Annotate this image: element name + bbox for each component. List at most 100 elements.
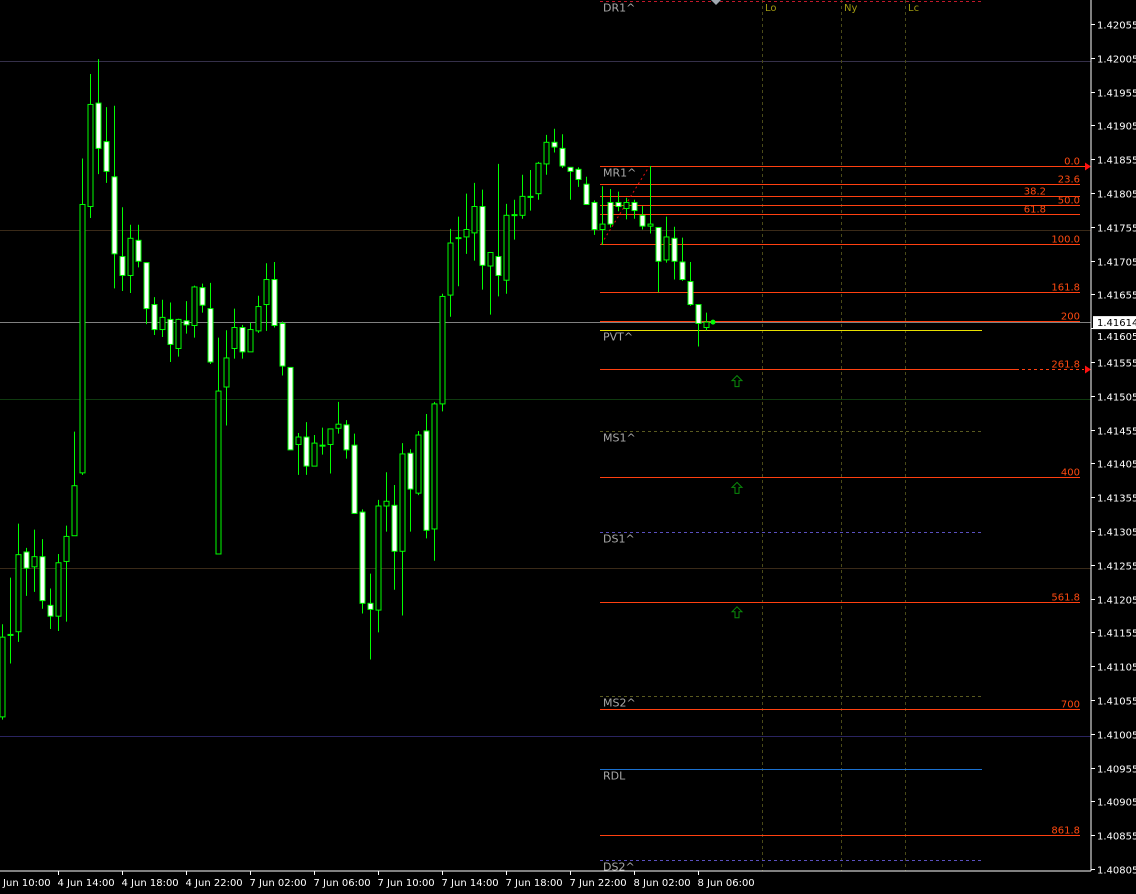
y-tick-label: 1.41255 — [1097, 562, 1136, 573]
candle-body-bull — [431, 403, 438, 530]
candle — [215, 337, 222, 555]
y-tick-label: 1.41755 — [1097, 224, 1136, 235]
up-arrow-icon — [730, 606, 744, 619]
candle-body-bear — [615, 201, 622, 208]
candle — [495, 163, 502, 297]
candle-body-bull — [535, 162, 542, 195]
candle-body-bear — [111, 176, 118, 255]
session-markers: Lo Ny Lc — [762, 0, 919, 871]
chart-shift-marker-icon[interactable] — [711, 0, 721, 5]
candle — [135, 224, 142, 268]
candle — [295, 432, 302, 475]
candle-body-bear — [239, 327, 246, 353]
candle-body-bear — [207, 308, 214, 363]
pivot-label: DS1^ — [603, 533, 635, 546]
candle-body-bear — [527, 195, 534, 198]
candle-body-bull — [447, 242, 454, 296]
candle-body-bear — [479, 206, 486, 266]
candle-body-bear — [39, 556, 46, 602]
fib-label: 400 — [1061, 468, 1080, 479]
session-label-ny: Ny — [844, 3, 857, 14]
candle-body-bull — [463, 229, 470, 238]
candle-body-bear — [167, 318, 174, 345]
candle-body-bear — [567, 166, 574, 172]
signal-arrows — [730, 374, 744, 619]
candle — [559, 134, 566, 168]
candle — [519, 174, 526, 219]
up-arrow-icon — [730, 481, 744, 494]
y-tick-label: 1.41405 — [1097, 460, 1136, 471]
candle-body-bear — [607, 201, 614, 225]
candle — [231, 308, 238, 359]
fib-label: 861.8 — [1051, 826, 1080, 837]
candle — [159, 299, 166, 337]
candle — [207, 282, 214, 365]
y-tick-label: 1.41655 — [1097, 291, 1136, 302]
candle — [39, 539, 46, 609]
candle — [695, 304, 702, 347]
candle — [199, 283, 206, 313]
y-tick-label: 1.41005 — [1097, 731, 1136, 742]
fibonacci-levels[interactable]: 0.0 23.6 38.2 50.0 61.8 100.0 161.8 200 261.8 400… — [600, 157, 1091, 837]
candle-body-bull — [223, 357, 230, 388]
candle-body-bull — [55, 562, 62, 617]
candle-body-bull — [31, 556, 38, 568]
candle — [191, 285, 198, 338]
fib-label: 38.2 — [1024, 187, 1046, 198]
fib-label: 0.0 — [1064, 157, 1080, 168]
candle-body-bull — [375, 505, 382, 611]
candle — [679, 237, 686, 281]
candle-body-bear — [351, 444, 358, 514]
pivot-label: PVT^ — [603, 331, 633, 344]
candle-body-bull — [175, 318, 182, 349]
candle-body-bull — [503, 214, 510, 281]
x-tick-label: 7 Jun 14:00 — [442, 878, 499, 889]
y-tick-label: 1.40855 — [1097, 832, 1136, 843]
current-price-box — [1093, 316, 1136, 330]
up-arrow-icon — [730, 374, 744, 388]
candle-body-bear — [279, 322, 286, 367]
candle-body-bear — [423, 430, 430, 531]
candle — [319, 427, 326, 455]
candle — [223, 330, 230, 426]
candle — [79, 158, 86, 475]
candle-body-bull — [247, 329, 254, 353]
session-label-lc: Lc — [908, 3, 919, 14]
x-tick-label: 7 Jun 18:00 — [506, 878, 563, 889]
candle-body-bull — [487, 251, 494, 267]
candle-body-bull — [215, 390, 222, 555]
candle — [271, 261, 278, 328]
candle-body-bear — [135, 239, 142, 262]
axes — [0, 0, 1092, 872]
x-tick-label: 7 Jun 06:00 — [314, 878, 371, 889]
candle — [423, 414, 430, 539]
candle — [239, 324, 246, 359]
candle-body-bear — [575, 168, 582, 180]
x-tick-label: 7 Jun 22:00 — [570, 878, 627, 889]
candle-body-bull — [87, 103, 94, 208]
candle — [383, 472, 390, 532]
candle — [7, 577, 14, 664]
candle — [399, 443, 406, 616]
fib-label: 200 — [1061, 312, 1080, 323]
candle — [287, 366, 294, 451]
candle — [567, 166, 574, 200]
candle-body-bear — [151, 304, 158, 331]
candle-body-bull — [327, 428, 334, 445]
candle-body-bear — [671, 237, 678, 262]
candle — [599, 186, 606, 246]
candle-body-bull — [231, 327, 238, 349]
candle — [471, 182, 478, 261]
y-tick-label: 1.41505 — [1097, 393, 1136, 404]
candle-body-bear — [511, 214, 518, 217]
y-tick-label: 1.40905 — [1097, 798, 1136, 809]
x-tick-label: 8 Jun 06:00 — [698, 878, 755, 889]
candle — [631, 199, 638, 219]
candle-body-bull — [311, 442, 318, 467]
candle-body-bear — [687, 281, 694, 306]
candle — [0, 624, 6, 720]
candle — [303, 422, 310, 475]
pivot-label: DS2^ — [603, 861, 635, 874]
